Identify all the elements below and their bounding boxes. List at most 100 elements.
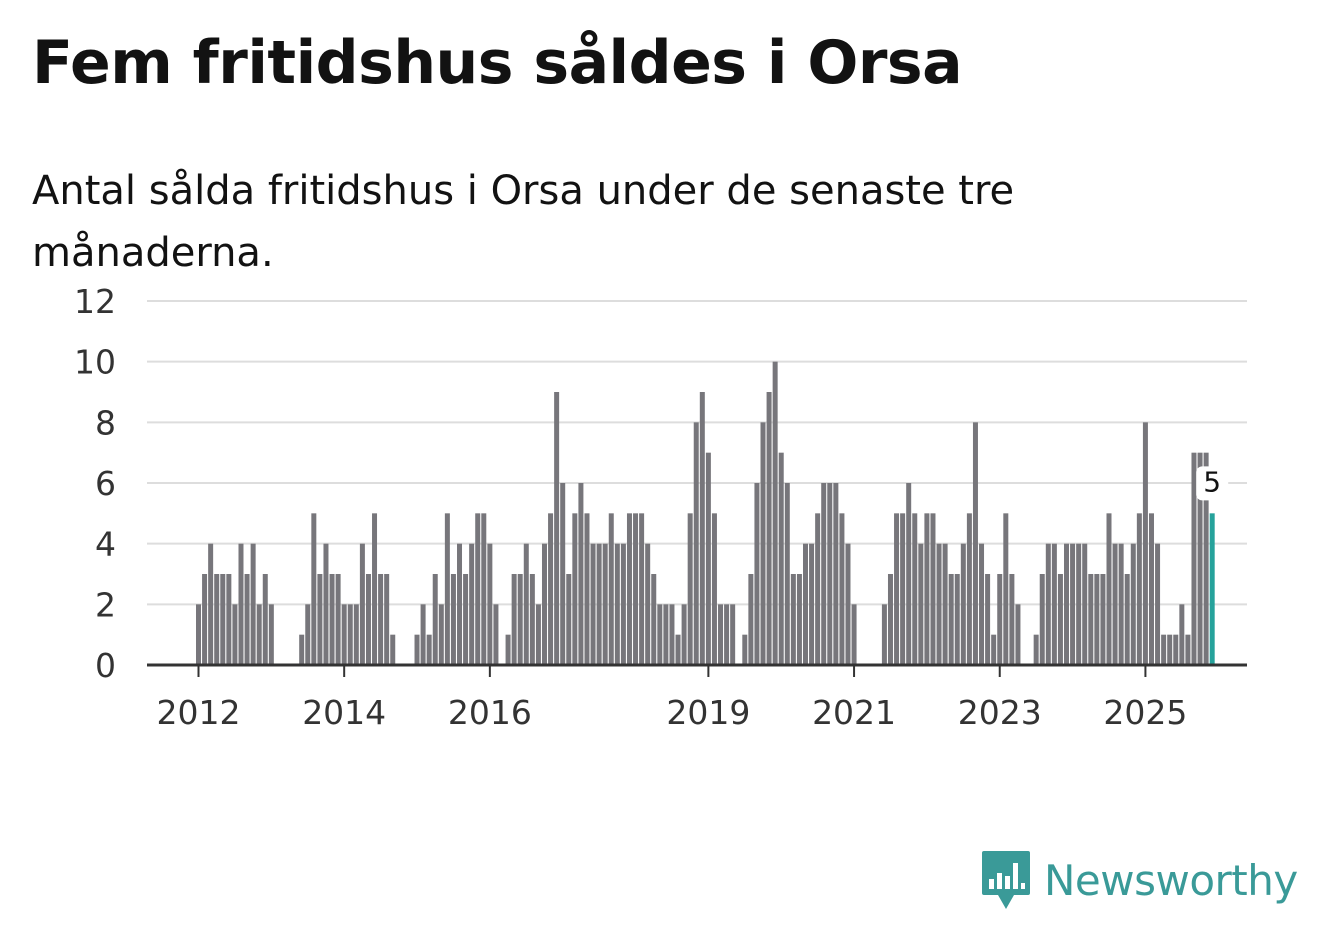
bar	[202, 574, 208, 665]
chart-subtitle: Antal sålda fritidshus i Orsa under de s…	[32, 168, 1015, 276]
bar	[1203, 452, 1209, 665]
bar	[196, 604, 201, 665]
bar	[390, 634, 396, 665]
bar	[487, 543, 493, 665]
y-tick-label: 2	[95, 585, 116, 624]
bar	[220, 574, 226, 665]
bar	[1039, 574, 1045, 665]
bar	[1106, 513, 1112, 665]
y-tick-label: 10	[74, 343, 116, 382]
bar	[985, 574, 991, 665]
x-axis-labels: 2012 2014 2016 2019 2021 2023 2025	[157, 693, 1188, 732]
bar	[912, 513, 918, 665]
bar	[511, 574, 517, 665]
bar	[317, 574, 323, 665]
bar	[1118, 543, 1124, 665]
x-tick-label: 2021	[812, 693, 896, 732]
bar	[881, 604, 887, 665]
x-tick-label: 2025	[1103, 693, 1187, 732]
bar	[341, 604, 347, 665]
bar	[1191, 452, 1197, 665]
bar	[972, 422, 978, 665]
bar	[887, 574, 893, 665]
y-tick-label: 12	[74, 282, 116, 321]
bar	[675, 634, 681, 665]
bar	[942, 543, 948, 665]
bar	[748, 574, 754, 665]
data-label: 5	[1203, 465, 1221, 498]
bar	[900, 513, 906, 665]
bar-highlight	[1209, 513, 1215, 665]
bar	[948, 574, 954, 665]
bar	[1076, 543, 1082, 665]
bar	[420, 604, 426, 665]
bar	[718, 604, 724, 665]
bar	[766, 392, 772, 665]
bar	[1094, 574, 1100, 665]
bar	[554, 392, 560, 665]
bar	[244, 574, 250, 665]
bar	[1015, 604, 1021, 665]
bar	[262, 574, 268, 665]
bar	[493, 604, 499, 665]
bar	[432, 574, 438, 665]
bar	[657, 604, 663, 665]
bar	[1148, 513, 1154, 665]
bar	[481, 513, 487, 665]
bar	[711, 513, 717, 665]
bar	[238, 543, 244, 665]
bar	[608, 513, 614, 665]
y-axis-labels: 0 2 4 6 8 10 12	[74, 282, 116, 685]
y-tick-label: 8	[95, 403, 116, 442]
bar	[681, 604, 687, 665]
bar	[590, 543, 596, 665]
bar	[924, 513, 930, 665]
newsworthy-logo: Newsworthy	[980, 848, 1298, 912]
bar	[1045, 543, 1051, 665]
bar	[414, 634, 420, 665]
x-tick-label: 2019	[666, 693, 750, 732]
bar	[918, 543, 924, 665]
bar	[894, 513, 900, 665]
bar	[353, 604, 359, 665]
bar	[651, 574, 657, 665]
bar	[1057, 574, 1063, 665]
bar	[687, 513, 693, 665]
bar	[1161, 634, 1167, 665]
bar	[1082, 543, 1088, 665]
bar	[645, 543, 651, 665]
bar	[620, 543, 626, 665]
bar	[505, 634, 511, 665]
bar	[614, 543, 620, 665]
bar	[1130, 543, 1136, 665]
bar	[1088, 574, 1094, 665]
bar	[323, 543, 329, 665]
chart-title: Fem fritidshus såldes i Orsa	[32, 28, 963, 98]
bar	[1051, 543, 1057, 665]
bar	[208, 543, 214, 665]
bar	[463, 574, 469, 665]
bar	[457, 543, 463, 665]
data-label-background	[1196, 466, 1229, 501]
bar	[444, 513, 450, 665]
bar	[1136, 513, 1142, 665]
bar	[347, 604, 353, 665]
bar	[226, 574, 232, 665]
x-tick-label: 2014	[302, 693, 386, 732]
bar	[790, 574, 796, 665]
bar	[803, 543, 808, 665]
bar	[991, 634, 997, 665]
bar	[596, 543, 602, 665]
bar	[742, 634, 748, 665]
bar	[572, 513, 578, 665]
bar	[232, 604, 238, 665]
bar	[1100, 574, 1106, 665]
bar	[250, 543, 256, 665]
bar	[426, 634, 432, 665]
bar	[1179, 604, 1185, 665]
bar	[529, 574, 535, 665]
bar	[359, 543, 365, 665]
bar	[584, 513, 590, 665]
bar	[960, 543, 966, 665]
bar	[906, 483, 912, 665]
